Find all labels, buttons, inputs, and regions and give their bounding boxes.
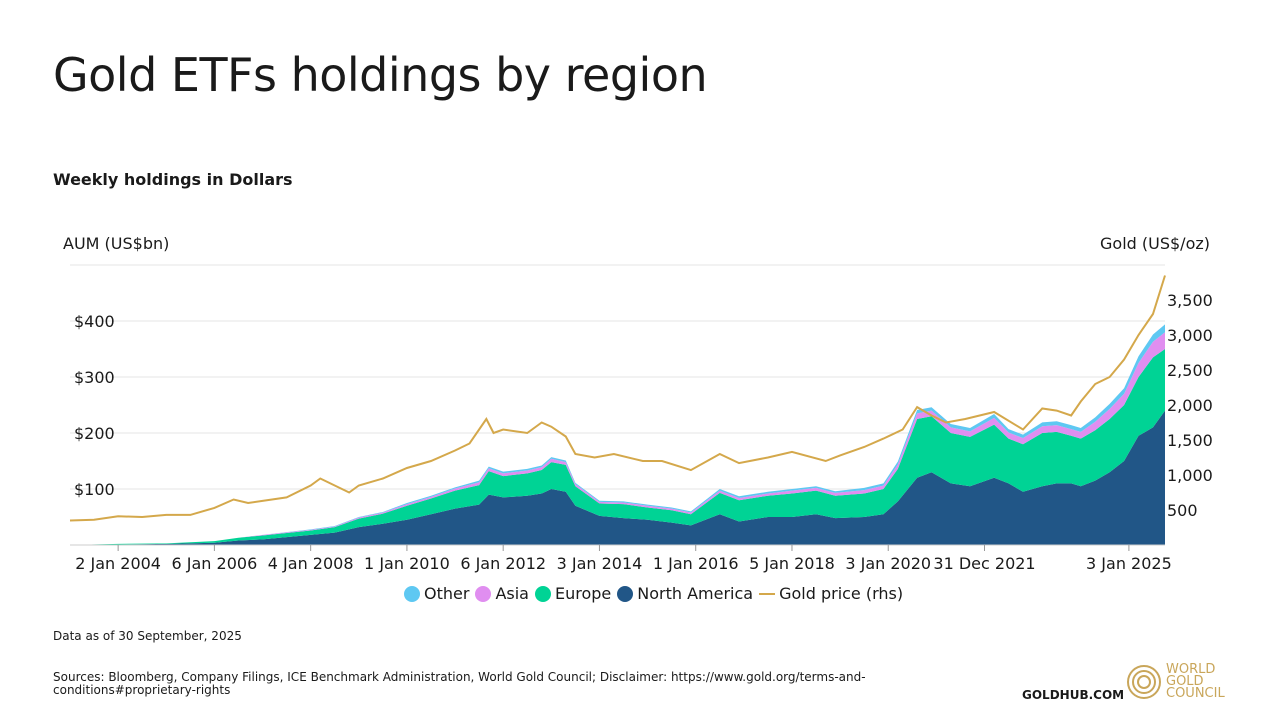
legend-label: Gold price (rhs) <box>779 584 904 603</box>
legend-item-asia[interactable]: Asia <box>475 584 529 603</box>
wgc-logo-text: WORLD GOLD COUNCIL <box>1166 662 1225 701</box>
y2-tick-label: 3,000 <box>1167 326 1213 345</box>
legend-dot-icon <box>617 585 634 602</box>
legend-item-other[interactable]: Other <box>404 584 469 603</box>
legend-dot-icon <box>534 585 551 602</box>
x-tick-label: 3 Jan 2014 <box>557 554 643 573</box>
legend-item-north-america[interactable]: North America <box>617 584 753 603</box>
page-title: Gold ETFs holdings by region <box>53 48 708 102</box>
x-tick-label: 31 Dec 2021 <box>933 554 1035 573</box>
y2-tick-label: 2,000 <box>1167 396 1213 415</box>
sources-note: Sources: Bloomberg, Company Filings, ICE… <box>53 670 866 697</box>
legend-item-europe[interactable]: Europe <box>534 584 612 603</box>
y-tick-label: $100 <box>74 480 115 499</box>
data-as-of-note: Data as of 30 September, 2025 <box>53 629 242 643</box>
wgc-logo-icon <box>1127 665 1161 699</box>
x-tick-label: 1 Jan 2010 <box>364 554 450 573</box>
y2-tick-label: 2,500 <box>1167 361 1213 380</box>
legend-dot-icon <box>404 585 420 602</box>
legend-label: North America <box>637 584 754 603</box>
legend-label: Europe <box>554 584 612 603</box>
y-axis-label-right: Gold (US$/oz) <box>1100 234 1210 253</box>
chart-legend: Other Asia Europe North America Gold pri… <box>404 584 909 603</box>
y2-tick-label: 1,500 <box>1167 431 1213 450</box>
x-tick-label: 6 Jan 2006 <box>172 554 258 573</box>
y-tick-label: $200 <box>74 424 115 443</box>
area-series-north-america <box>70 410 1165 545</box>
gold-price-line <box>69 275 1166 522</box>
x-tick-label: 2 Jan 2004 <box>75 554 161 573</box>
y-tick-label: $400 <box>74 312 115 331</box>
y2-tick-label: 3,500 <box>1167 291 1213 310</box>
etf-holdings-chart: 2 Jan 2004 6 Jan 2006 4 Jan 2008 1 Jan 2010… <box>69 264 1213 573</box>
chart-subtitle: Weekly holdings in Dollars <box>53 170 293 189</box>
x-tick-label: 6 Jan 2012 <box>460 554 546 573</box>
area-series-asia <box>70 332 1165 545</box>
y2-tick-label: 500 <box>1167 501 1198 520</box>
y2-tick-label: 1,000 <box>1167 466 1213 485</box>
wgc-logo: WORLD GOLD COUNCIL <box>1126 662 1225 701</box>
legend-label: Other <box>424 584 470 603</box>
area-series-europe <box>70 349 1165 545</box>
legend-dot-icon <box>475 585 492 602</box>
x-tick-label: 4 Jan 2008 <box>268 554 354 573</box>
goldhub-link[interactable]: GOLDHUB.COM <box>1022 688 1125 702</box>
legend-item-gold-price[interactable]: Gold price (rhs) <box>759 584 903 603</box>
x-tick-label: 3 Jan 2020 <box>845 554 931 573</box>
x-tick-label: 1 Jan 2016 <box>653 554 739 573</box>
y-axis-label-left: AUM (US$bn) <box>63 234 170 253</box>
x-tick-label: 5 Jan 2018 <box>749 554 835 573</box>
legend-label: Asia <box>495 584 529 603</box>
x-tick-label: 3 Jan 2025 <box>1086 554 1172 573</box>
y-tick-label: $300 <box>74 368 115 387</box>
legend-line-icon <box>759 592 776 595</box>
